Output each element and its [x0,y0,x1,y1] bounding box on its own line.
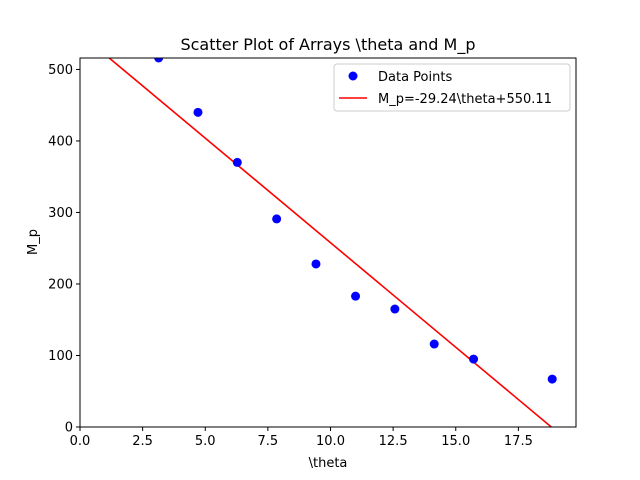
data-point [390,304,400,314]
x-tick-label: 10.0 [316,434,345,449]
legend-marker-data-points [348,71,358,81]
data-point [469,354,479,364]
x-tick-label: 5.0 [195,434,216,449]
x-axis-label: \theta [309,456,348,471]
plot-area [107,58,557,427]
x-tick-label: 15.0 [441,434,470,449]
data-point [429,339,439,349]
chart-title: Scatter Plot of Arrays \theta and M_p [180,35,475,55]
x-tick-label: 17.5 [504,434,533,449]
legend: Data Points M_p=-29.24\theta+550.11 [333,63,571,112]
y-tick-label: 400 [48,134,73,149]
data-point [232,157,242,167]
x-tick-label: 2.5 [132,434,153,449]
y-tick-label: 200 [48,277,73,292]
x-axis: 0.0 2.5 5.0 7.5 10.0 12.5 15.0 17.5 [70,427,533,449]
y-tick-label: 0 [65,421,73,436]
legend-label-fit-line: M_p=-29.24\theta+550.11 [378,92,552,107]
legend-box [333,63,571,112]
data-point [154,58,164,63]
x-tick-label: 0.0 [70,434,91,449]
data-point [311,259,321,269]
data-point [193,107,203,117]
y-tick-label: 300 [48,206,73,221]
x-tick-label: 12.5 [379,434,408,449]
axes-frame [79,57,577,428]
x-tick-label: 7.5 [258,434,279,449]
fit-line [107,58,553,427]
data-point [272,214,282,224]
legend-label-data-points: Data Points [378,70,452,85]
data-point [547,374,557,384]
data-point [351,291,361,301]
y-tick-label: 100 [48,349,73,364]
y-axis: 0 100 200 300 400 500 [48,63,80,436]
y-tick-label: 500 [48,63,73,78]
y-axis-label: M_p [26,229,41,255]
